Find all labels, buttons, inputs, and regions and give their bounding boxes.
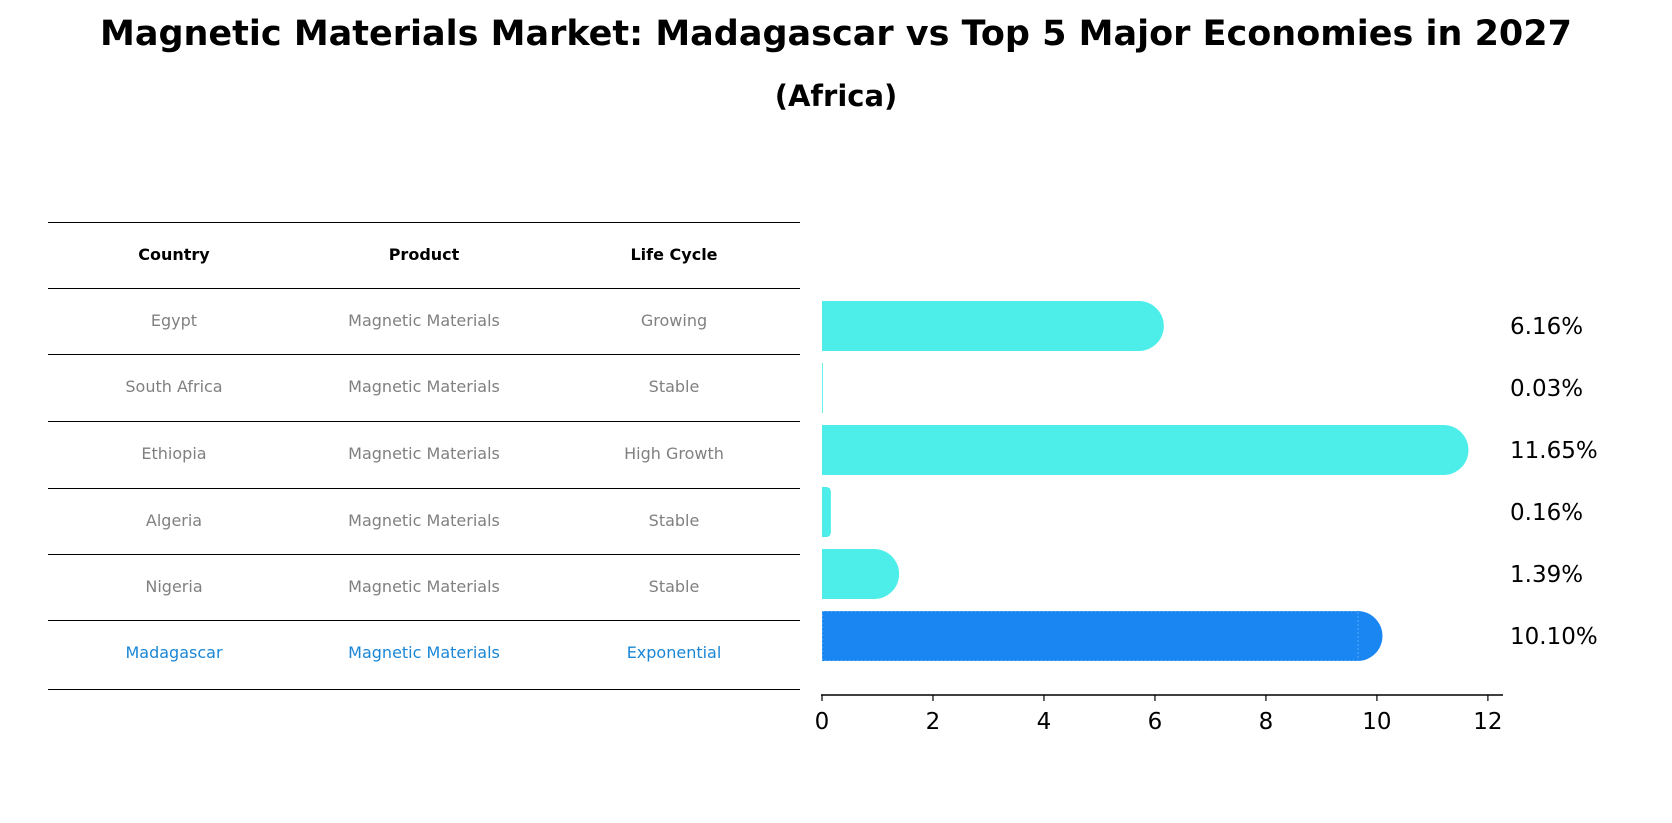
table-row-highlight: Madagascar Magnetic Materials Exponentia…	[48, 620, 800, 686]
table-row: Algeria Magnetic Materials Stable	[48, 488, 800, 554]
value-label: 11.65%	[1510, 438, 1598, 464]
cell-country: Egypt	[150, 311, 198, 330]
x-tick-label: 4	[1037, 709, 1052, 735]
cell-life-cycle: Stable	[648, 377, 700, 396]
cell-product: Magnetic Materials	[348, 444, 500, 463]
cell-product: Magnetic Materials	[348, 643, 500, 662]
cell-product: Magnetic Materials	[348, 311, 500, 330]
cell-country: Madagascar	[125, 643, 223, 662]
cell-product: Magnetic Materials	[348, 511, 500, 530]
chart-title: Magnetic Materials Market: Madagascar vs…	[100, 14, 1572, 54]
cell-country: Algeria	[145, 511, 203, 530]
bar-madagascar	[822, 611, 1358, 661]
bar-egypt	[822, 301, 1139, 351]
header-product: Product	[388, 245, 460, 264]
value-label: 1.39%	[1510, 562, 1583, 588]
cell-life-cycle: Growing	[640, 311, 708, 330]
header-life-cycle: Life Cycle	[630, 245, 718, 264]
cell-life-cycle: Exponential	[626, 643, 722, 662]
x-tick-label: 6	[1148, 709, 1163, 735]
cell-country: Nigeria	[145, 577, 203, 596]
header-country: Country	[138, 245, 210, 264]
table-row: South Africa Magnetic Materials Stable	[48, 354, 800, 420]
value-label: 10.10%	[1510, 624, 1598, 650]
table-rule	[48, 421, 800, 422]
cell-life-cycle: High Growth	[624, 444, 724, 463]
table-rule	[48, 488, 800, 489]
cell-country: Ethiopia	[141, 444, 207, 463]
bar-cap	[1332, 611, 1383, 661]
table-rule	[48, 620, 800, 621]
bar-highlight-outline	[822, 611, 1359, 661]
cell-life-cycle: Stable	[648, 577, 700, 596]
table-rule	[48, 554, 800, 555]
bar-cap	[1113, 301, 1164, 351]
table-rule	[48, 689, 800, 690]
x-tick-label: 0	[815, 709, 830, 735]
table-row: Ethiopia Magnetic Materials High Growth	[48, 421, 800, 487]
chart-subtitle: (Africa)	[774, 79, 898, 113]
bar-south-africa	[822, 363, 823, 413]
table-rule	[48, 222, 800, 223]
table-rule	[48, 354, 800, 355]
value-label: 0.03%	[1510, 376, 1583, 402]
bar-chart: 6.16% 0.03% 11.65% 0.16% 1.39% 10.10% 0 2 4 6 8 10 1…	[815, 301, 1598, 735]
cell-country: South Africa	[125, 377, 223, 396]
x-tick-label: 2	[926, 709, 941, 735]
bar-ethiopia	[822, 425, 1444, 475]
x-tick-label: 10	[1362, 709, 1391, 735]
value-label: 0.16%	[1510, 500, 1583, 526]
table-header-row: Country Product Life Cycle	[48, 222, 800, 288]
value-label: 6.16%	[1510, 314, 1583, 340]
table-row: Nigeria Magnetic Materials Stable	[48, 554, 800, 620]
bar-cap	[1418, 425, 1469, 475]
bar-cap	[822, 487, 831, 537]
x-tick-label: 12	[1473, 709, 1502, 735]
cell-product: Magnetic Materials	[348, 577, 500, 596]
cell-product: Magnetic Materials	[348, 377, 500, 396]
bar-cap	[849, 549, 900, 599]
x-tick-label: 8	[1259, 709, 1274, 735]
cell-life-cycle: Stable	[648, 511, 700, 530]
table-row: Egypt Magnetic Materials Growing	[48, 288, 800, 354]
table-rule	[48, 288, 800, 289]
